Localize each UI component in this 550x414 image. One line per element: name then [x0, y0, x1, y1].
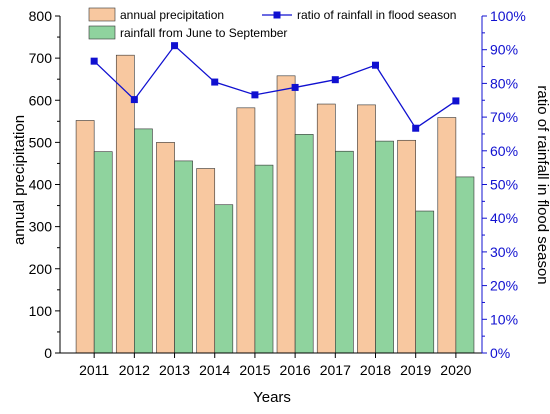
bar-annual-2017: [316, 103, 336, 354]
y-right-tick-label: 10%: [490, 311, 518, 327]
bar-jun-sep-2020: [455, 176, 475, 354]
ratio-point-2013: [171, 42, 179, 50]
bars-layer: [75, 54, 475, 354]
y-tick-label: 700: [29, 50, 53, 66]
y-tick-label: 300: [29, 219, 53, 235]
x-axis-title: Years: [253, 389, 291, 406]
y-right-tick-label: 60%: [490, 143, 518, 159]
legend-label-ratio: ratio of rainfall in flood season: [297, 8, 456, 22]
bar-jun-sep-2016: [294, 134, 314, 354]
x-tick-label: 2020: [440, 362, 471, 378]
y-tick-label: 600: [29, 92, 53, 108]
y-right-tick-label: 90%: [490, 42, 518, 58]
legend-label-annual: annual precipitation: [120, 8, 224, 22]
x-tick-label: 2018: [360, 362, 391, 378]
y-right-tick-label: 70%: [490, 109, 518, 125]
bar-jun-sep-2012: [134, 128, 153, 354]
bar-annual-2014: [196, 168, 216, 354]
ratio-point-2020: [452, 97, 460, 105]
y-tick-label: 400: [29, 177, 53, 193]
x-tick-label: 2014: [199, 362, 230, 378]
y-right-tick-label: 50%: [490, 177, 518, 193]
bar-annual-2013: [156, 142, 175, 354]
y-right-tick-label: 80%: [490, 75, 518, 91]
legend-swatch-jun-sep: [88, 25, 116, 40]
ratio-point-2015: [251, 91, 259, 99]
y-tick-label: 200: [29, 261, 53, 277]
ratio-point-2018: [372, 61, 379, 69]
ratio-point-2016: [291, 83, 299, 91]
bar-annual-2018: [357, 104, 376, 354]
y-axis-title: annual precipitation: [11, 115, 28, 245]
y-tick-label: 100: [29, 303, 53, 319]
bar-annual-2015: [236, 107, 256, 354]
bar-jun-sep-2017: [334, 150, 354, 354]
bar-jun-sep-2018: [375, 140, 394, 354]
y-tick-label: 0: [44, 345, 52, 361]
legend-swatch-annual: [88, 7, 116, 22]
y-tick-label: 500: [29, 134, 53, 150]
bar-jun-sep-2019: [415, 210, 435, 354]
bar-annual-2020: [437, 117, 457, 354]
ratio-line: [93, 44, 457, 130]
bar-jun-sep-2014: [214, 204, 234, 354]
legend-label-jun-sep: rainfall from June to September: [120, 26, 287, 40]
x-tick-label: 2016: [280, 362, 311, 378]
y-axis-right-title: ratio of rainfall in flood season: [534, 85, 550, 284]
x-tick-label: 2012: [119, 362, 150, 378]
line-layer: [90, 42, 460, 132]
legend: annual precipitation rainfall from June t…: [88, 7, 456, 40]
y-tick-label: 800: [29, 8, 53, 24]
y-right-tick-label: 0%: [490, 345, 510, 361]
x-tick-label: 2017: [320, 362, 351, 378]
bar-annual-2019: [397, 139, 416, 354]
x-tick-label: 2013: [159, 362, 190, 378]
bar-annual-2016: [276, 75, 296, 354]
ratio-point-2014: [211, 78, 219, 86]
bar-jun-sep-2015: [254, 164, 274, 354]
ratio-point-2012: [130, 96, 138, 104]
ratio-point-2019: [412, 124, 420, 132]
bar-annual-2011: [75, 120, 95, 354]
x-tick-label: 2015: [239, 362, 270, 378]
bar-jun-sep-2013: [174, 160, 193, 354]
axes-layer: 0 100 200 300 400 500 600 700 800 0% 10% 20% 30% 40% 5…: [29, 8, 526, 378]
y-right-tick-label: 40%: [490, 210, 518, 226]
bar-jun-sep-2011: [93, 151, 113, 354]
ratio-point-2011: [90, 57, 98, 65]
y-right-tick-label: 30%: [490, 244, 518, 260]
y-right-tick-label: 100%: [490, 8, 526, 24]
ratio-point-2017: [331, 76, 339, 84]
x-tick-label: 2019: [400, 362, 431, 378]
y-right-tick-label: 20%: [490, 278, 518, 294]
legend-marker-ratio: [273, 11, 281, 19]
x-tick-label: 2011: [79, 362, 109, 378]
